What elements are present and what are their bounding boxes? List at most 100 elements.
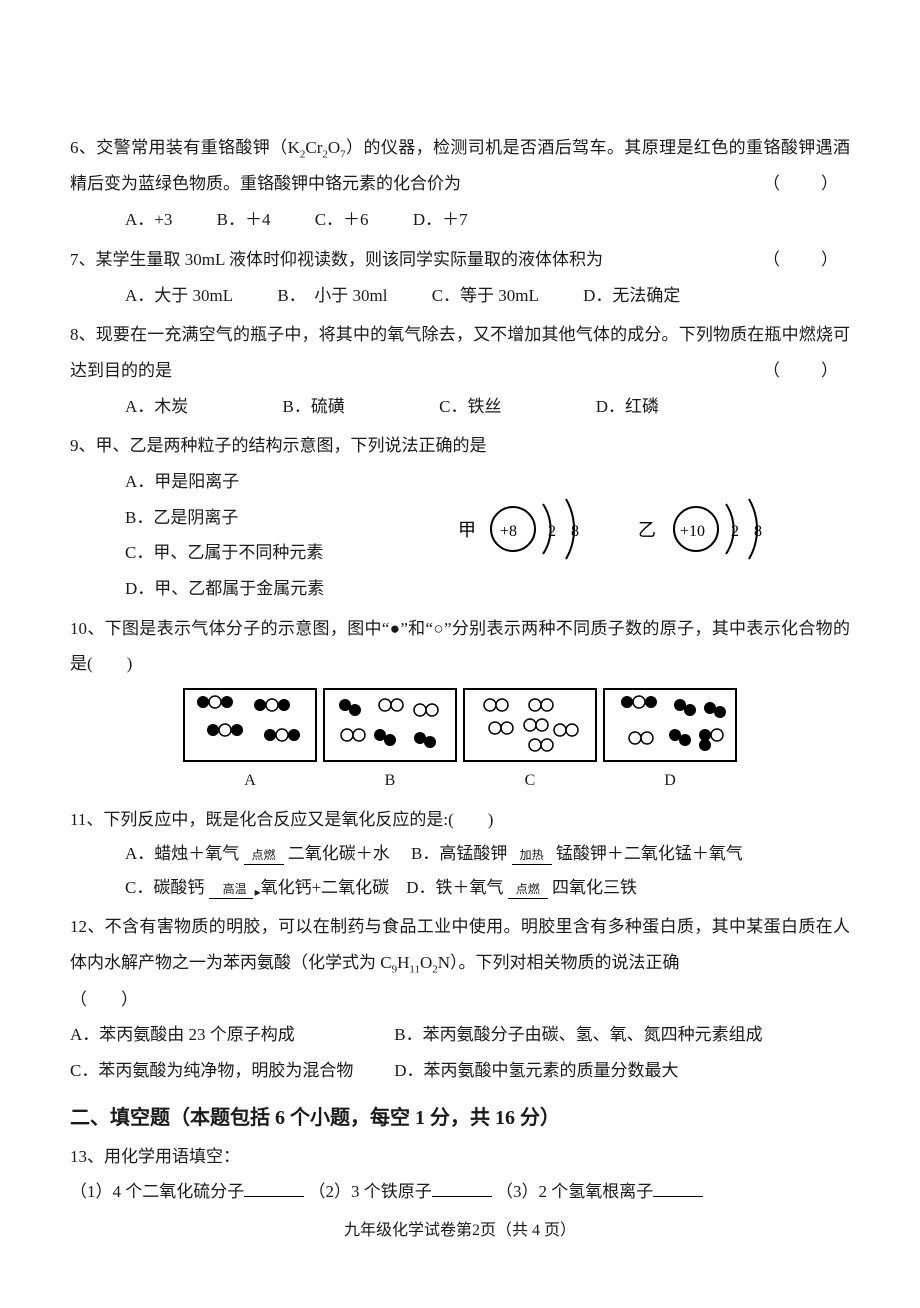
q9-diagram: 甲 +8 2 8 乙 +10 2 8	[405, 484, 850, 587]
q7-opt-b: B． 小于 30ml	[277, 278, 387, 314]
question-10: 10、下图是表示气体分子的示意图，图中“●”和“○”分别表示两种不同质子数的原子…	[70, 611, 850, 798]
q10-fig-a	[183, 688, 317, 762]
question-6: 6、交警常用装有重铬酸钾（K2Cr2O7）的仪器，检测司机是否酒后驾车。其原理是…	[70, 130, 850, 238]
q6-opt-b: B．＋4	[217, 202, 271, 238]
q11-b-pre: B．高锰酸钾	[411, 844, 512, 863]
q12-opt-b: B．苯丙氨酸分子由碳、氢、氧、氮四种元素组成	[394, 1025, 762, 1044]
q10-label-b: B	[323, 764, 457, 798]
q11-a-cond: 点燃	[244, 843, 284, 867]
q6-mid1: Cr	[305, 138, 322, 157]
q6-opt-a: A．+3	[125, 202, 172, 238]
q6-stem: 6、交警常用装有重铬酸钾（K2Cr2O7）的仪器，检测司机是否酒后驾车。其原理是…	[70, 130, 850, 202]
q12-s2: 11	[409, 963, 420, 975]
section-2-title: 二、填空题（本题包括 6 个小题，每空 1 分，共 16 分）	[70, 1097, 850, 1139]
q12-opt-a: A．苯丙氨酸由 23 个原子构成	[70, 1017, 390, 1053]
q11-b-post: 锰酸钾＋二氧化锰＋氧气	[552, 844, 743, 863]
q10-fig-d	[603, 688, 737, 762]
q9-opt-c: C．甲、乙属于不同种元素	[125, 535, 405, 571]
blank-2	[432, 1179, 492, 1197]
q7-stem: 7、某学生量取 30mL 液体时仰视读数，则该同学实际量取的液体体积为 （ ）	[70, 242, 850, 278]
q10-fig-c	[463, 688, 597, 762]
q11-d-cond: 点燃	[508, 877, 548, 901]
q11-stem: 11、下列反应中，既是化合反应又是氧化反应的是:( )	[70, 802, 850, 838]
q11-a-post: 二氧化碳＋水	[284, 844, 390, 863]
q13-parts: （1）4 个二氧化硫分子 （2）3 个铁原子 （3）2 个氢氧根离子	[70, 1174, 850, 1210]
yi-core: +10	[680, 523, 705, 540]
q11-a-pre: A．蜡烛＋氧气	[125, 844, 244, 863]
jia-shell2: 8	[571, 523, 579, 540]
yi-shell1: 2	[731, 523, 739, 540]
question-8: 8、现要在一充满空气的瓶子中，将其中的氧气除去，又不增加其他气体的成分。下列物质…	[70, 317, 850, 424]
q7-paren: （ ）	[763, 242, 850, 278]
q6-options: A．+3 B．＋4 C．＋6 D．＋7	[70, 202, 850, 238]
q11-d-pre: D．铁＋氧气	[406, 878, 508, 897]
q8-opt-c: C．铁丝	[439, 389, 501, 425]
q11-d-post: 四氧化三铁	[548, 878, 637, 897]
q6-opt-d: D．＋7	[413, 202, 468, 238]
question-12: 12、不含有害物质的明胶，可以在制药与食品工业中使用。明胶里含有多种蛋白质，其中…	[70, 909, 850, 1088]
q8-opt-b: B．硫磺	[283, 389, 345, 425]
q13-p2: （2）3 个铁原子	[309, 1182, 432, 1201]
q12-row-ab: A．苯丙氨酸由 23 个原子构成 B．苯丙氨酸分子由碳、氢、氧、氮四种元素组成	[70, 1017, 850, 1053]
jia-core: +8	[500, 523, 517, 540]
jia-shell1: 2	[548, 523, 556, 540]
q10-stem: 10、下图是表示气体分子的示意图，图中“●”和“○”分别表示两种不同质子数的原子…	[70, 611, 850, 682]
blank-3	[653, 1179, 703, 1197]
page-footer: 九年级化学试卷第2页（共 4 页）	[70, 1214, 850, 1248]
q10-fig-b	[323, 688, 457, 762]
q12-paren: （ ）	[70, 982, 850, 1018]
q8-text: 8、现要在一充满空气的瓶子中，将其中的氧气除去，又不增加其他气体的成分。下列物质…	[70, 325, 850, 380]
jia-label: 甲	[458, 520, 476, 540]
q12-m1: H	[397, 953, 409, 972]
q12-stem: 12、不含有害物质的明胶，可以在制药与食品工业中使用。明胶里含有多种蛋白质，其中…	[70, 909, 850, 981]
q12-row-cd: C．苯丙氨酸为纯净物，明胶为混合物 D．苯丙氨酸中氢元素的质量分数最大	[70, 1053, 850, 1089]
q11-b-cond: 加热	[512, 843, 552, 867]
q12-opt-c: C．苯丙氨酸为纯净物，明胶为混合物	[70, 1053, 390, 1089]
exam-page: 6、交警常用装有重铬酸钾（K2Cr2O7）的仪器，检测司机是否酒后驾车。其原理是…	[0, 0, 920, 1308]
q11-c-cond-text: 高温	[223, 882, 247, 896]
q11-c-post: 氧化钙+二氧化碳	[261, 878, 390, 897]
q8-opt-d: D．红磷	[596, 389, 659, 425]
question-9: 9、甲、乙是两种粒子的结构示意图，下列说法正确的是 A．甲是阳离子 B．乙是阴离…	[70, 428, 850, 606]
q9-opt-d: D．甲、乙都属于金属元素	[125, 571, 405, 607]
q6-opt-c: C．＋6	[315, 202, 369, 238]
yi-shell2: 8	[754, 523, 762, 540]
q8-paren: （ ）	[763, 353, 850, 389]
q8-opt-a: A．木炭	[125, 389, 188, 425]
q10-label-a: A	[183, 764, 317, 798]
q6-text-a: 6、交警常用装有重铬酸钾（K	[70, 138, 300, 157]
q10-label-c: C	[463, 764, 597, 798]
question-11: 11、下列反应中，既是化合反应又是氧化反应的是:( ) A．蜡烛＋氧气 点燃 二…	[70, 802, 850, 906]
q6-paren: （ ）	[763, 166, 850, 202]
q10-figures: A B C D	[70, 688, 850, 798]
atom-structure-svg: 甲 +8 2 8 乙 +10 2 8	[428, 484, 828, 574]
q12-opt-d: D．苯丙氨酸中氢元素的质量分数最大	[394, 1061, 678, 1080]
q11-row-ab: A．蜡烛＋氧气 点燃 二氧化碳＋水 B．高锰酸钾 加热 锰酸钾＋二氧化锰＋氧气	[125, 837, 850, 871]
q13-stem: 13、用化学用语填空：	[70, 1139, 850, 1175]
q11-row-cd: C．碳酸钙 高温 ▸氧化钙+二氧化碳 D．铁＋氧气 点燃 四氧化三铁	[125, 871, 850, 905]
question-13: 13、用化学用语填空： （1）4 个二氧化硫分子 （2）3 个铁原子 （3）2 …	[70, 1139, 850, 1210]
arrow-icon: ▸	[255, 880, 261, 904]
q8-options: A．木炭 B．硫磺 C．铁丝 D．红磷	[70, 389, 850, 425]
q11-c-cond: 高温 ▸	[209, 877, 261, 901]
yi-label: 乙	[638, 520, 656, 540]
question-7: 7、某学生量取 30mL 液体时仰视读数，则该同学实际量取的液体体积为 （ ） …	[70, 242, 850, 313]
q7-opt-d: D．无法确定	[583, 278, 680, 314]
q9-opt-a: A．甲是阳离子	[125, 464, 405, 500]
q10-label-d: D	[603, 764, 737, 798]
q9-opt-b: B．乙是阴离子	[125, 500, 405, 536]
q9-stem: 9、甲、乙是两种粒子的结构示意图，下列说法正确的是	[70, 428, 850, 464]
q7-opt-a: A．大于 30mL	[125, 278, 233, 314]
q12-m2: O	[420, 953, 432, 972]
q7-text: 7、某学生量取 30mL 液体时仰视读数，则该同学实际量取的液体体积为	[70, 250, 603, 269]
blank-1	[244, 1179, 304, 1197]
q13-p1: （1）4 个二氧化硫分子	[70, 1182, 244, 1201]
q6-mid2: O	[328, 138, 340, 157]
q12-text-b: N）。下列对相关物质的说法正确	[438, 953, 680, 972]
q11-c-pre: C．碳酸钙	[125, 878, 209, 897]
q11-options: A．蜡烛＋氧气 点燃 二氧化碳＋水 B．高锰酸钾 加热 锰酸钾＋二氧化锰＋氧气 …	[70, 837, 850, 905]
q7-opt-c: C．等于 30mL	[432, 278, 539, 314]
q8-stem: 8、现要在一充满空气的瓶子中，将其中的氧气除去，又不增加其他气体的成分。下列物质…	[70, 317, 850, 388]
q7-options: A．大于 30mL B． 小于 30ml C．等于 30mL D．无法确定	[70, 278, 850, 314]
q13-p3: （3）2 个氢氧根离子	[496, 1182, 653, 1201]
